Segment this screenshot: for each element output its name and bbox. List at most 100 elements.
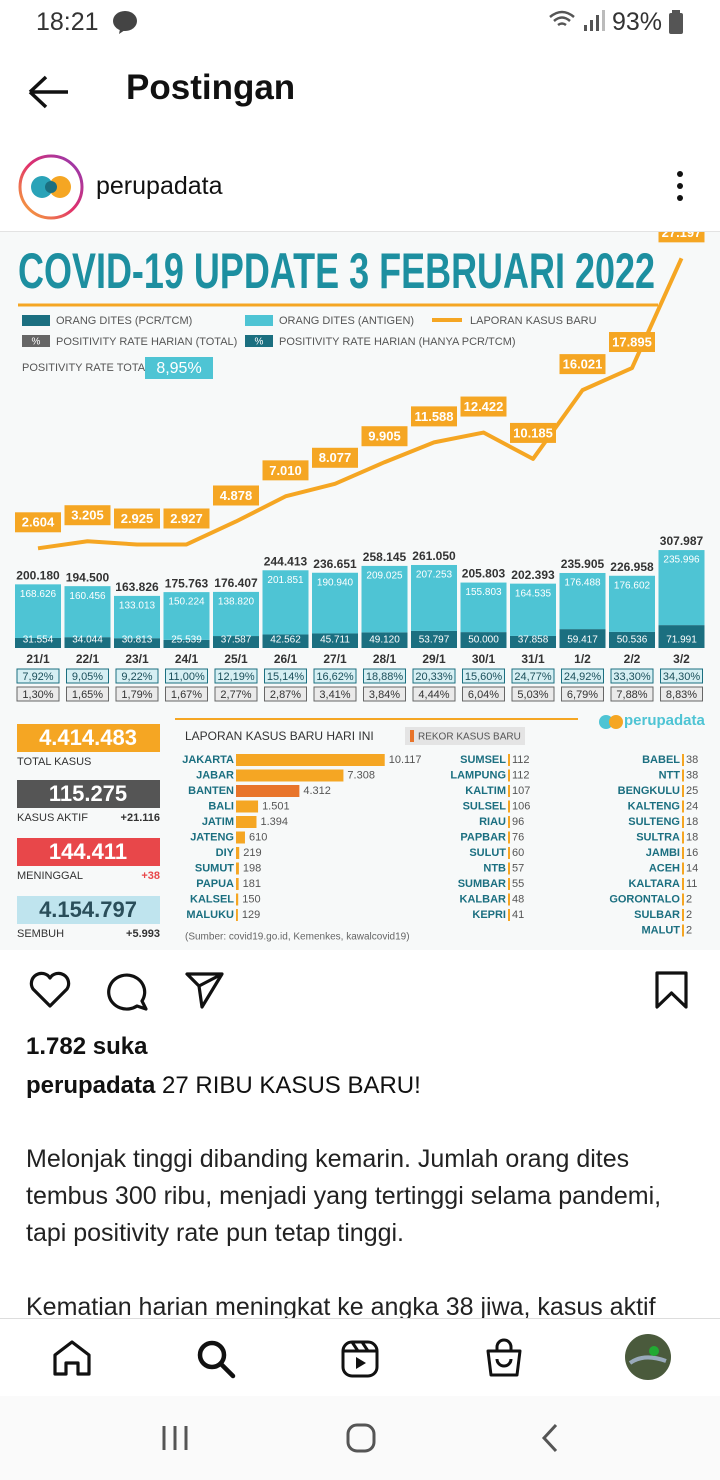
shop-tab[interactable]: [484, 1337, 524, 1379]
share-button[interactable]: [184, 970, 226, 1010]
positivity-total-box: [145, 357, 213, 379]
comment-button[interactable]: [106, 970, 150, 1012]
pos-total-box: [264, 686, 307, 702]
home-button[interactable]: [346, 1423, 376, 1453]
province-cases: 41: [512, 909, 524, 921]
total-label: 200.180: [16, 569, 60, 583]
province-cases: 107: [512, 785, 530, 797]
cases-label-box: [361, 426, 408, 447]
profile-tab[interactable]: [624, 1333, 672, 1381]
pos-total-box: [16, 686, 60, 702]
province-bar: [236, 816, 257, 828]
province-sep: [508, 769, 510, 782]
pos-total-box: [115, 686, 159, 702]
pos-total-box: [511, 686, 555, 702]
cases-label: 10.185: [513, 425, 553, 440]
province-cases: 181: [243, 878, 261, 890]
infographic-title: COVID-19 UPDATE 3 FEBRUARI 2022: [18, 243, 655, 299]
legend-label: POSITIVITY RATE HARIAN (HANYA PCR/TCM): [279, 336, 516, 348]
author-name[interactable]: perupadata: [96, 172, 223, 200]
pcr-bar: [262, 634, 309, 648]
antigen-bar: [15, 584, 61, 638]
cases-label: 27.197: [662, 232, 702, 240]
cases-label: 8.077: [319, 450, 352, 465]
date-label: 28/1: [373, 652, 397, 666]
pcr-bar: [411, 630, 457, 648]
pcr-label: 30.813: [122, 635, 153, 646]
pos-total: 2,77%: [220, 689, 251, 701]
province-cases: 25: [686, 785, 698, 797]
cases-label-box: [213, 485, 259, 506]
battery-level: 93%: [611, 8, 662, 36]
recents-button[interactable]: [160, 1424, 190, 1452]
antigen-label: 176.602: [614, 580, 651, 591]
pos-total-box: [412, 686, 456, 702]
pos-pcr: 7,92%: [22, 671, 53, 683]
author-avatar[interactable]: [18, 154, 84, 220]
province-cases: 4.312: [303, 785, 331, 797]
record-legend-swatch: [410, 730, 414, 742]
total-label: 194.500: [66, 570, 110, 584]
province-name: SULTRA: [636, 831, 680, 843]
pos-pcr-box: [66, 668, 109, 684]
cases-label-box: [64, 505, 111, 526]
pos-pcr: 16,62%: [316, 671, 354, 683]
province-name: SULTENG: [628, 816, 680, 828]
date-label: 31/1: [521, 652, 545, 666]
more-button[interactable]: [672, 170, 688, 204]
antigen-label: 209.025: [366, 571, 403, 582]
cases-label-box: [559, 354, 606, 375]
reels-tab[interactable]: [340, 1339, 380, 1379]
province-name: PAPUA: [196, 878, 234, 890]
province-name: NTT: [659, 769, 681, 781]
antigen-bar: [609, 575, 655, 632]
cases-label-box: [411, 406, 457, 427]
antigen-bar: [114, 595, 160, 639]
antigen-bar: [64, 586, 111, 638]
pcr-label: 25.539: [171, 635, 202, 646]
province-name: JATIM: [202, 816, 234, 828]
pos-total: 8,83%: [666, 689, 697, 701]
province-name: JAMBI: [646, 847, 680, 859]
likes-count[interactable]: 1.782 suka: [26, 1033, 148, 1060]
total-label: 235.905: [561, 557, 605, 571]
back-nav-button[interactable]: [540, 1423, 560, 1453]
date-label: 21/1: [26, 652, 50, 666]
province-sep: [508, 893, 510, 906]
pcr-bar: [559, 629, 606, 648]
province-sep: [508, 878, 510, 890]
cases-label-box: [163, 508, 210, 529]
like-button[interactable]: [28, 970, 72, 1010]
caption-author[interactable]: perupadata: [26, 1072, 156, 1099]
antigen-bar: [361, 565, 408, 633]
province-sep: [682, 878, 684, 890]
antigen-label: 138.820: [218, 597, 255, 608]
pos-total-box: [610, 686, 654, 702]
pcr-bar: [658, 625, 705, 648]
total-label: 176.407: [214, 576, 258, 590]
province-bar: [236, 785, 300, 797]
cases-label-box: [114, 508, 160, 529]
pos-pcr-box: [115, 668, 159, 684]
pos-total-box: [313, 686, 357, 702]
cases-label: 16.021: [563, 357, 603, 372]
province-name: JAKARTA: [182, 754, 234, 766]
search-tab[interactable]: [196, 1339, 236, 1379]
save-button[interactable]: [654, 970, 690, 1010]
antigen-bar: [163, 592, 210, 640]
legend-label: ORANG DITES (ANTIGEN): [279, 315, 414, 327]
pcr-label: 71.991: [666, 635, 697, 646]
pos-total: 6,79%: [567, 689, 598, 701]
pos-total-box: [561, 686, 604, 702]
cases-label: 7.010: [269, 463, 302, 478]
province-name: SULUT: [469, 847, 506, 859]
province-sep: [682, 800, 684, 813]
province-name: BALI: [208, 800, 234, 812]
province-cases: 18: [686, 831, 698, 843]
total-label: 226.958: [610, 560, 654, 574]
home-tab[interactable]: [52, 1339, 92, 1377]
date-label: 1/2: [574, 652, 591, 666]
legend-label: POSITIVITY RATE HARIAN (TOTAL): [56, 336, 237, 348]
back-button[interactable]: [26, 74, 72, 110]
total-label: 236.651: [313, 557, 357, 571]
